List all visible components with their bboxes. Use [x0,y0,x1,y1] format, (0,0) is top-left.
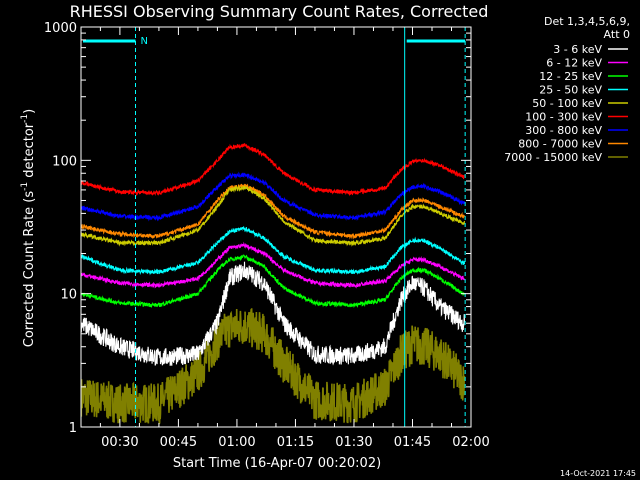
overlay-layer: N [83,27,466,427]
series-line-1 [80,261,466,366]
y-axis-label-end: ) [22,109,37,114]
series-line-4 [80,226,466,276]
x-tick-label: 00:30 [101,435,138,450]
legend-entry-label: 12 - 25 keV [539,70,602,83]
series-line-7 [80,171,466,222]
axis-layer: 00:30 00:45 01:00 01:15 01:30 01:45 02:00 1 10 10… [44,21,490,450]
y-tick-label: 1 [69,421,77,436]
series-line-2 [80,241,465,289]
y-axis-label-main: Corrected Count Rate (s [22,191,37,348]
series-line-8 [80,183,466,240]
legend-header-line-1: Det 1,3,4,5,6,9, [544,15,630,28]
series-line-6 [80,142,465,197]
legend-header-line-2: Att 0 [604,28,630,41]
y-axis-label-sup: -1 [20,182,30,191]
legend-entry-label: 100 - 300 keV [525,111,602,124]
legend-entry-label: 7000 - 15000 keV [504,151,602,164]
y-tick-label: 1000 [44,21,77,36]
x-tick-label: 01:15 [277,435,314,450]
chart-title: RHESSI Observing Summary Count Rates, Co… [70,2,489,21]
series-line-3 [80,254,466,308]
series-line-9 [80,308,466,426]
footer-timestamp: 14-Oct-2021 17:45 [560,469,636,478]
y-tick-label: 100 [52,154,77,169]
legend-entry-label: 800 - 7000 keV [518,138,602,151]
y-tick-label: 10 [60,288,77,303]
legend-entry-label: 3 - 6 keV [553,43,602,56]
legend-entry-label: 50 - 100 keV [532,97,602,110]
legend-entry-label: 25 - 50 keV [539,84,602,97]
legend-entry-label: 6 - 12 keV [546,57,602,70]
y-axis-label: Corrected Count Rate (s-1 detector-1) [20,109,37,347]
series-line-5 [80,185,466,247]
plot-frame [80,26,472,428]
y-axis-label-tail: detector [22,122,37,182]
x-tick-label: 02:00 [452,435,489,450]
x-axis-label: Start Time (16-Apr-07 00:20:02) [173,456,381,471]
x-tick-label: 01:45 [394,435,431,450]
x-tick-label: 00:45 [160,435,197,450]
x-tick-label: 01:00 [218,435,255,450]
legend-entry-label: 300 - 800 keV [525,124,602,137]
night-marker-label: N [140,36,147,47]
series-layer [80,142,466,426]
x-tick-label: 01:30 [335,435,372,450]
y-axis-label-sup2: -1 [20,114,30,123]
